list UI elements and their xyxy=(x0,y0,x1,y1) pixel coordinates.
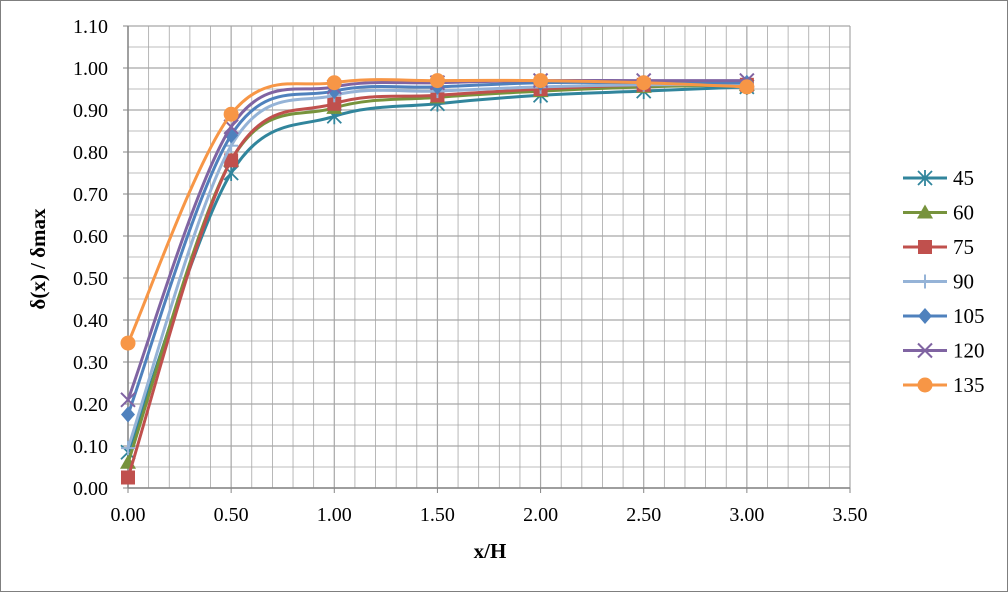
y-tick-label: 0.60 xyxy=(73,226,108,248)
marker-stroke xyxy=(917,342,933,359)
y-tick-label: 1.00 xyxy=(73,58,108,80)
legend-entry-45: 45 xyxy=(903,166,974,190)
y-tick-label: 0.90 xyxy=(73,100,108,122)
legend-marker xyxy=(918,274,932,289)
data-point xyxy=(121,470,135,485)
legend: 45 60 75 90 105 120 135 xyxy=(903,166,985,397)
y-tick-label: 0.20 xyxy=(73,394,108,416)
legend-marker xyxy=(918,240,932,254)
x-tick-label: 0.00 xyxy=(111,504,146,526)
legend-entry-135: 135 xyxy=(903,373,985,397)
legend-label: 90 xyxy=(953,270,974,294)
data-point xyxy=(326,75,342,91)
x-tick-label: 1.50 xyxy=(420,504,455,526)
legend-label: 135 xyxy=(953,373,985,397)
y-tick-label: 1.10 xyxy=(73,16,108,38)
legend-marker xyxy=(917,204,933,219)
legend-entry-105: 105 xyxy=(903,304,985,328)
x-tick-label: 2.50 xyxy=(626,504,661,526)
y-tick-label: 0.10 xyxy=(73,436,108,458)
data-point xyxy=(120,335,136,351)
legend-marker xyxy=(917,377,933,393)
legend-marker xyxy=(918,308,932,324)
x-axis-title: x/H xyxy=(474,539,507,563)
legend-label: 105 xyxy=(953,304,985,328)
data-point xyxy=(121,406,135,423)
y-tick-labels: 0.00 0.10 0.20 0.30 0.40 0.50 0.60 0.70 0.80 0.90… xyxy=(73,16,108,500)
legend-entry-120: 120 xyxy=(903,339,985,363)
data-point xyxy=(224,153,239,168)
legend-entry-60: 60 xyxy=(903,201,974,225)
data-point xyxy=(223,106,239,122)
marker-stroke xyxy=(120,392,136,408)
data-point xyxy=(121,441,135,456)
legend-entry-75: 75 xyxy=(903,235,974,259)
x-tick-label: 2.00 xyxy=(523,504,558,526)
y-tick-label: 0.40 xyxy=(73,310,108,332)
legend-label: 45 xyxy=(953,166,974,190)
y-tick-label: 0.50 xyxy=(73,268,108,290)
legend-entry-90: 90 xyxy=(903,270,974,294)
marker-stroke xyxy=(223,119,239,135)
x-tick-label: 0.50 xyxy=(214,504,249,526)
legend-label: 75 xyxy=(953,235,974,259)
y-tick-label: 0.80 xyxy=(73,142,108,164)
y-tick-label: 0.00 xyxy=(73,478,108,500)
legend-marker xyxy=(917,170,933,186)
x-tick-label: 1.00 xyxy=(317,504,352,526)
legend-label: 60 xyxy=(953,201,974,225)
legend-label: 120 xyxy=(953,339,985,363)
x-tick-label: 3.00 xyxy=(729,504,764,526)
data-point xyxy=(429,73,445,89)
data-point xyxy=(636,75,652,91)
y-tick-label: 0.70 xyxy=(73,184,108,206)
legend-marker xyxy=(917,342,933,359)
x-tick-labels: 0.00 0.50 1.00 1.50 2.00 2.50 3.00 3.50 xyxy=(111,504,868,526)
axes xyxy=(123,25,851,493)
data-point xyxy=(533,73,549,89)
series-135 xyxy=(120,73,755,351)
x-tick-label: 3.50 xyxy=(833,504,868,526)
series-lines xyxy=(120,72,755,485)
y-axis-title: δ(x) / δmax xyxy=(26,208,50,310)
data-point xyxy=(120,392,136,408)
y-tick-label: 0.30 xyxy=(73,352,108,374)
data-point xyxy=(739,79,755,95)
data-point xyxy=(327,96,342,111)
